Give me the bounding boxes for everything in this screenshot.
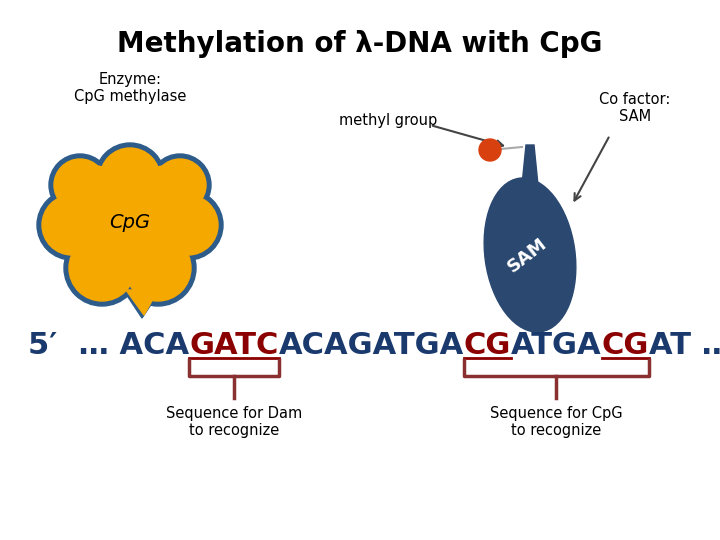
Text: Co factor:
SAM: Co factor: SAM — [599, 92, 671, 124]
Text: Sequence for CpG
to recognize: Sequence for CpG to recognize — [490, 406, 623, 438]
Circle shape — [49, 154, 111, 216]
Text: CpG: CpG — [109, 213, 150, 232]
Ellipse shape — [484, 178, 576, 332]
Circle shape — [129, 166, 201, 238]
Circle shape — [149, 154, 211, 216]
Circle shape — [37, 190, 107, 260]
Text: GATC: GATC — [189, 331, 279, 360]
Polygon shape — [126, 290, 158, 315]
Polygon shape — [122, 288, 162, 318]
Circle shape — [120, 230, 196, 306]
Circle shape — [54, 161, 136, 243]
Text: Methylation of λ-DNA with CpG: Methylation of λ-DNA with CpG — [117, 30, 603, 58]
Text: CG: CG — [464, 331, 511, 360]
Circle shape — [86, 176, 174, 264]
Text: AT … 3′: AT … 3′ — [649, 331, 720, 360]
Text: ATGA: ATGA — [511, 331, 602, 360]
Circle shape — [100, 148, 160, 208]
Circle shape — [158, 195, 218, 255]
Text: methyl group: methyl group — [339, 112, 437, 127]
Circle shape — [125, 235, 191, 301]
Circle shape — [64, 230, 140, 306]
Circle shape — [154, 159, 206, 211]
Circle shape — [59, 166, 131, 238]
Text: ACAGATGA: ACAGATGA — [279, 331, 464, 360]
Circle shape — [95, 143, 165, 213]
Text: CG: CG — [602, 331, 649, 360]
Circle shape — [42, 195, 102, 255]
Text: Enzyme:
CpG methylase: Enzyme: CpG methylase — [74, 72, 186, 104]
Text: 5′  … ACA: 5′ … ACA — [28, 331, 189, 360]
Polygon shape — [522, 145, 538, 185]
Circle shape — [54, 159, 106, 211]
Circle shape — [153, 190, 223, 260]
Circle shape — [124, 161, 206, 243]
Text: SAM: SAM — [504, 234, 550, 276]
Circle shape — [81, 171, 179, 269]
Text: Sequence for Dam
to recognize: Sequence for Dam to recognize — [166, 406, 302, 438]
Circle shape — [479, 139, 501, 161]
Circle shape — [69, 235, 135, 301]
